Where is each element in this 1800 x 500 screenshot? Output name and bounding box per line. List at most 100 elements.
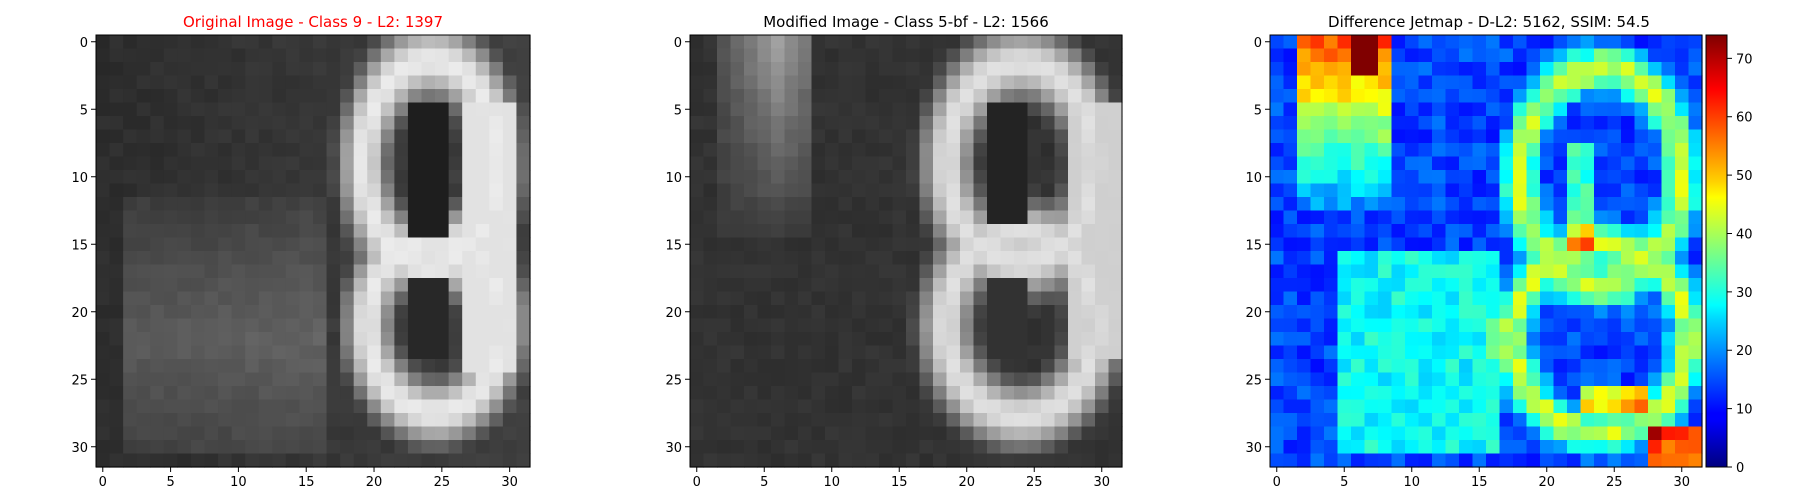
pixel-cell — [1540, 210, 1555, 225]
pixel-cell — [1580, 156, 1595, 171]
pixel-cell — [1378, 413, 1393, 428]
pixel-cell — [838, 453, 853, 468]
pixel-cell — [1337, 332, 1352, 347]
pixel-cell — [1567, 426, 1582, 441]
pixel-cell — [516, 116, 531, 131]
pixel-cell — [489, 143, 504, 158]
pixel-cell — [1513, 35, 1528, 50]
pixel-cell — [1445, 129, 1460, 144]
pixel-cell — [838, 264, 853, 279]
pixel-cell — [1027, 237, 1042, 252]
pixel-cell — [1378, 210, 1393, 225]
pixel-cell — [703, 278, 718, 293]
pixel-cell — [502, 332, 518, 347]
pixel-cell — [245, 426, 260, 441]
pixel-cell — [1297, 426, 1312, 441]
pixel-cell — [1445, 399, 1460, 414]
pixel-cell — [326, 183, 341, 198]
pixel-cell — [258, 440, 273, 455]
pixel-cell — [933, 129, 948, 144]
pixel-cell — [1661, 345, 1676, 360]
pixel-cell — [798, 237, 813, 252]
pixel-cell — [421, 359, 436, 374]
pixel-cell — [879, 143, 894, 158]
pixel-cell — [906, 197, 921, 212]
pixel-cell — [717, 129, 732, 144]
pixel-cell — [272, 170, 287, 185]
x-tick-label: 15 — [298, 475, 315, 490]
pixel-cell — [1014, 399, 1029, 414]
pixel-cell — [1054, 359, 1069, 374]
pixel-cell — [1607, 318, 1622, 333]
pixel-cell — [489, 237, 504, 252]
pixel-cell — [757, 170, 772, 185]
pixel-cell — [421, 48, 436, 63]
pixel-cell — [852, 210, 867, 225]
pixel-cell — [1634, 35, 1649, 50]
pixel-cell — [231, 170, 246, 185]
pixel-cell — [407, 278, 423, 293]
pixel-cell — [407, 372, 423, 387]
pixel-cell — [730, 75, 745, 90]
pixel-cell — [313, 183, 328, 198]
pixel-cell — [367, 48, 382, 63]
pixel-cell — [96, 183, 111, 198]
pixel-cell — [919, 291, 934, 306]
pixel-cell — [1054, 183, 1069, 198]
pixel-cell — [933, 35, 948, 50]
pixel-cell — [1283, 89, 1298, 104]
pixel-cell — [1594, 62, 1609, 77]
pixel-cell — [245, 210, 260, 225]
pixel-cell — [1027, 48, 1042, 63]
pixel-cell — [879, 62, 894, 77]
pixel-cell — [340, 359, 355, 374]
pixel-cell — [516, 440, 531, 455]
pixel-cell — [1418, 399, 1433, 414]
pixel-cell — [892, 453, 907, 468]
pixel-cell — [1594, 291, 1609, 306]
pixel-cell — [1607, 386, 1622, 401]
pixel-cell — [717, 413, 732, 428]
pixel-cell — [407, 210, 423, 225]
y-tick-label: 15 — [665, 238, 682, 253]
pixel-cell — [1378, 48, 1393, 63]
pixel-cell — [1607, 399, 1622, 414]
pixel-cell — [1014, 89, 1029, 104]
pixel-cell — [1297, 413, 1312, 428]
pixel-cell — [407, 453, 423, 468]
pixel-cell — [1553, 143, 1568, 158]
pixel-cell — [1095, 156, 1110, 171]
pixel-cell — [852, 440, 867, 455]
pixel-cell — [1513, 170, 1528, 185]
pixel-cell — [231, 35, 246, 50]
pixel-cell — [1688, 116, 1703, 131]
pixel-cell — [906, 359, 921, 374]
pixel-cell — [475, 156, 490, 171]
pixel-cell — [1095, 251, 1110, 266]
pixel-cell — [313, 129, 328, 144]
pixel-cell — [1513, 332, 1528, 347]
pixel-cell — [367, 156, 382, 171]
pixel-cell — [1648, 129, 1663, 144]
pixel-cell — [1553, 197, 1568, 212]
pixel-cell — [1418, 102, 1433, 117]
pixel-cell — [326, 143, 341, 158]
pixel-cell — [1607, 210, 1622, 225]
pixel-cell — [1580, 359, 1595, 374]
pixel-cell — [394, 170, 409, 185]
pixel-cell — [1391, 264, 1406, 279]
pixel-cell — [1472, 116, 1487, 131]
pixel-cell — [1041, 264, 1056, 279]
pixel-cell — [380, 197, 395, 212]
pixel-cell — [299, 413, 314, 428]
pixel-cell — [1351, 345, 1366, 360]
pixel-cell — [1513, 251, 1528, 266]
pixel-cell — [960, 35, 975, 50]
pixel-cell — [906, 237, 921, 252]
pixel-cell — [690, 237, 705, 252]
pixel-cell — [340, 372, 355, 387]
pixel-cell — [1675, 264, 1690, 279]
pixel-cell — [784, 183, 799, 198]
pixel-cell — [462, 75, 477, 90]
pixel-cell — [1364, 210, 1379, 225]
